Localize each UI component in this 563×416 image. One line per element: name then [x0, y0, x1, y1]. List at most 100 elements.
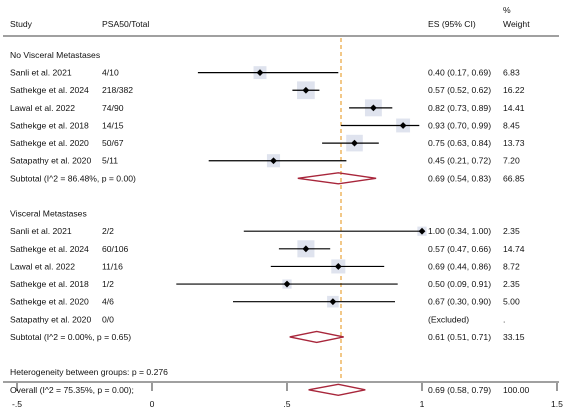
row-overall: Overall (I^2 = 75.35%, p = 0.00); 0.69 (0… [10, 383, 530, 396]
study-count: 11/16 [102, 261, 123, 271]
study-name: Sathekge et al. 2020 [10, 138, 89, 148]
study-name: Satapathy et al. 2020 [10, 314, 91, 324]
weight-text: 7.20 [503, 156, 520, 166]
effect-size-text: 0.45 (0.21, 0.72) [428, 156, 491, 166]
weight-text: 13.73 [503, 138, 525, 148]
weight-text: 6.83 [503, 68, 520, 78]
weight-text: 16.22 [503, 85, 525, 95]
header-count: PSA50/Total [102, 19, 149, 29]
weight-text: 2.35 [503, 226, 520, 236]
header-study: Study [10, 19, 33, 29]
group-label: No Visceral Metastases [10, 50, 100, 60]
row-group: Visceral Metastases [10, 209, 87, 219]
effect-size-text: 1.00 (0.34, 1.00) [428, 226, 491, 236]
header-weight: Weight [503, 19, 530, 29]
study-count: 0/0 [102, 314, 114, 324]
point-estimate [399, 122, 407, 129]
overall-diamond [308, 383, 366, 396]
point-estimate [302, 245, 310, 253]
point-estimate [302, 86, 310, 94]
weight-text: 8.72 [503, 261, 520, 271]
header-es: ES (95% CI) [428, 19, 476, 29]
point-estimate [270, 157, 277, 165]
row-study: Sathekge et al. 2018 1/2 0.50 (0.09, 0.91)… [10, 279, 520, 289]
study-name: Sathekge et al. 2018 [10, 120, 89, 130]
effect-size-text: 0.69 (0.58, 0.79) [428, 385, 491, 395]
point-estimate [329, 298, 337, 306]
rows-layer: No Visceral Metastases Sanli et al. 2021 4… [10, 50, 530, 396]
subtotal-label: Subtotal (I^2 = 0.00%, p = 0.65) [10, 332, 131, 342]
effect-size-text: (Excluded) [428, 314, 469, 324]
weight-text: 100.00 [503, 385, 530, 395]
study-count: 5/11 [102, 156, 118, 166]
effect-size-text: 0.69 (0.54, 0.83) [428, 173, 491, 183]
study-count: 14/15 [102, 120, 124, 130]
study-name: Sathekge et al. 2024 [10, 85, 89, 95]
study-name: Sanli et al. 2021 [10, 226, 72, 236]
row-study: Sathekge et al. 2018 14/15 0.93 (0.70, 0.9… [10, 118, 520, 133]
point-estimate [334, 263, 342, 270]
point-estimate [256, 69, 264, 77]
heterogeneity-note: Heterogeneity between groups: p = 0.276 [10, 367, 168, 377]
row-subtotal: Subtotal (I^2 = 86.48%, p = 0.00) 0.69 (0… [10, 172, 525, 185]
study-name: Lawal et al. 2022 [10, 103, 75, 113]
row-study: Sanli et al. 2021 4/10 0.40 (0.17, 0.69) 6.… [10, 66, 520, 80]
effect-size-text: 0.75 (0.63, 0.84) [428, 138, 491, 148]
effect-size-text: 0.50 (0.09, 0.91) [428, 279, 491, 289]
row-group: No Visceral Metastases [10, 50, 100, 60]
study-count: 218/382 [102, 85, 133, 95]
x-tick-label: -.5 [12, 399, 22, 409]
row-study: Sathekge et al. 2024 60/106 0.57 (0.47, 0.… [10, 240, 525, 258]
study-name: Sanli et al. 2021 [10, 68, 72, 78]
row-study: Sathekge et al. 2024 218/382 0.57 (0.52, 0… [10, 81, 525, 100]
effect-size-text: 0.82 (0.73, 0.89) [428, 103, 491, 113]
row-study: Sathekge et al. 2020 4/6 0.67 (0.30, 0.90)… [10, 295, 520, 308]
effect-size-text: 0.57 (0.52, 0.62) [428, 85, 491, 95]
subtotal-diamond [289, 330, 344, 344]
group-label: Visceral Metastases [10, 209, 87, 219]
weight-text: . [503, 314, 505, 324]
point-estimate [351, 139, 358, 147]
point-estimate [370, 104, 377, 112]
row-study: Lawal et al. 2022 11/16 0.69 (0.44, 0.86) 8… [10, 259, 520, 274]
row-study: Sathekge et al. 2020 50/67 0.75 (0.63, 0.8… [10, 134, 525, 152]
x-tick-label: 0 [150, 399, 155, 409]
header-weight-pct: % [503, 5, 511, 15]
x-tick-label: .5 [283, 399, 290, 409]
x-axis: -.5 0 .5 1 1.5 [12, 383, 563, 409]
weight-text: 33.15 [503, 332, 525, 342]
effect-size-text: 0.40 (0.17, 0.69) [428, 68, 491, 78]
weight-text: 8.45 [503, 120, 520, 130]
effect-size-text: 0.67 (0.30, 0.90) [428, 297, 491, 307]
study-count: 4/6 [102, 297, 114, 307]
weight-text: 14.41 [503, 103, 525, 113]
row-note: Heterogeneity between groups: p = 0.276 [10, 367, 168, 377]
x-tick-label: 1 [420, 399, 425, 409]
row-study: Sanli et al. 2021 2/2 1.00 (0.34, 1.00) 2.3… [10, 226, 520, 236]
study-count: 60/106 [102, 244, 129, 254]
row-excluded: Satapathy et al. 2020 0/0 (Excluded). [10, 314, 505, 324]
weight-text: 66.85 [503, 173, 525, 183]
row-study: Lawal et al. 2022 74/90 0.82 (0.73, 0.89) 1… [10, 99, 525, 117]
study-name: Lawal et al. 2022 [10, 261, 75, 271]
effect-size-text: 0.57 (0.47, 0.66) [428, 244, 491, 254]
study-count: 1/2 [102, 279, 114, 289]
study-count: 2/2 [102, 226, 114, 236]
study-count: 74/90 [102, 103, 124, 113]
row-subtotal: Subtotal (I^2 = 0.00%, p = 0.65) 0.61 (0.… [10, 330, 525, 344]
study-name: Satapathy et al. 2020 [10, 156, 91, 166]
study-name: Sathekge et al. 2018 [10, 279, 89, 289]
study-count: 4/10 [102, 68, 119, 78]
weight-text: 2.35 [503, 279, 520, 289]
header-row: Study PSA50/Total ES (95% CI) % Weight [10, 5, 530, 29]
weight-text: 5.00 [503, 297, 520, 307]
weight-text: 14.74 [503, 244, 525, 254]
effect-size-text: 0.61 (0.51, 0.71) [428, 332, 491, 342]
point-estimate [418, 227, 426, 235]
effect-size-text: 0.69 (0.44, 0.86) [428, 261, 491, 271]
subtotal-diamond [297, 172, 377, 185]
subtotal-label: Subtotal (I^2 = 86.48%, p = 0.00) [10, 173, 136, 183]
study-name: Sathekge et al. 2020 [10, 297, 89, 307]
x-tick-label: 1.5 [551, 399, 563, 409]
